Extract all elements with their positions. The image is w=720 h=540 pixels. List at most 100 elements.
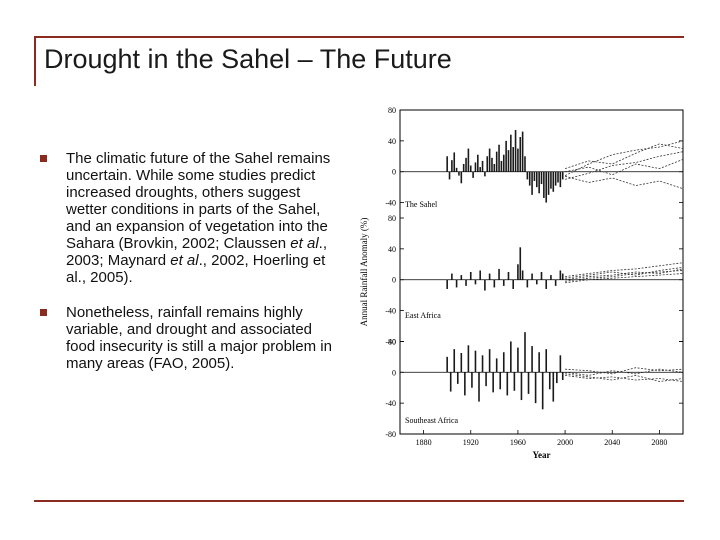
y-tick-label: -40 bbox=[385, 399, 396, 408]
x-tick-label: 1920 bbox=[463, 438, 479, 447]
observed-bar bbox=[469, 165, 472, 172]
x-tick-label: 1960 bbox=[510, 438, 526, 447]
observed-bar bbox=[481, 160, 484, 172]
observed-bar bbox=[534, 372, 537, 404]
bullet-text-segment: ., 2002, Hoerling et al., 2005). bbox=[66, 252, 326, 286]
observed-bar bbox=[550, 171, 552, 189]
y-axis-label: Annual Rainfall Anomaly (%) bbox=[359, 218, 369, 327]
observed-bar bbox=[492, 372, 494, 393]
observed-bar bbox=[448, 171, 451, 180]
observed-bar bbox=[495, 151, 498, 172]
observed-bar bbox=[543, 171, 545, 198]
observed-bar bbox=[502, 279, 505, 286]
bullet-list: The climatic future of the Sahel remains… bbox=[40, 150, 340, 390]
projection-line bbox=[565, 367, 684, 375]
observed-bar bbox=[505, 140, 507, 172]
observed-bar bbox=[502, 352, 505, 373]
observed-bar bbox=[456, 372, 459, 384]
rainfall-anomaly-chart: 80 40 0 -40 The Sahel 80 40 0 -40 -80 East Africa 4… bbox=[359, 106, 684, 460]
projection-line bbox=[565, 273, 684, 284]
observed-bar bbox=[517, 264, 519, 280]
observed-bar bbox=[556, 372, 558, 384]
plot-frame bbox=[399, 109, 684, 435]
observed-bar bbox=[512, 147, 514, 172]
panel-label: Southeast Africa bbox=[405, 416, 459, 425]
observed-bar bbox=[479, 270, 481, 280]
projection-line bbox=[564, 143, 684, 169]
x-tick-label: 2040 bbox=[604, 438, 620, 447]
observed-bar bbox=[477, 154, 479, 172]
x-axis-label: Year bbox=[533, 450, 551, 460]
observed-bar bbox=[469, 272, 472, 280]
observed-bar bbox=[499, 372, 502, 390]
observed-bar bbox=[561, 372, 564, 380]
panel-label: East Africa bbox=[405, 311, 441, 320]
observed-bar bbox=[493, 279, 496, 288]
observed-bar bbox=[535, 171, 538, 188]
observed-bar bbox=[524, 332, 526, 373]
observed-bar bbox=[545, 171, 548, 203]
observed-bar bbox=[513, 372, 516, 391]
observed-bar bbox=[559, 270, 562, 280]
panel-label: The Sahel bbox=[405, 200, 438, 209]
observed-bar bbox=[548, 372, 551, 390]
observed-bar bbox=[488, 349, 491, 373]
observed-bar bbox=[465, 157, 467, 172]
observed-bar bbox=[498, 268, 500, 280]
observed-bar bbox=[467, 148, 470, 172]
observed-bar bbox=[547, 171, 550, 195]
observed-bar bbox=[533, 171, 536, 181]
y-tick-label: -40 bbox=[385, 199, 396, 208]
observed-bar bbox=[510, 341, 512, 373]
observed-bar bbox=[451, 273, 453, 280]
frame-left-rule bbox=[34, 36, 36, 86]
projection-line bbox=[565, 159, 684, 176]
y-tick-label: 0 bbox=[392, 276, 396, 285]
observed-bar bbox=[507, 150, 510, 172]
observed-bar bbox=[455, 279, 458, 288]
frame-top-rule bbox=[34, 36, 684, 38]
observed-bar bbox=[488, 273, 491, 280]
rainfall-anomaly-figure: 80 40 0 -40 The Sahel 80 40 0 -40 -80 East Africa 4… bbox=[355, 105, 700, 470]
observed-bar bbox=[485, 372, 487, 387]
observed-bar bbox=[455, 167, 458, 172]
observed-bar bbox=[500, 160, 503, 172]
y-tick-label: 0 bbox=[392, 168, 396, 177]
observed-bar bbox=[460, 171, 463, 184]
observed-bar bbox=[524, 156, 526, 172]
observed-bar bbox=[531, 346, 533, 373]
projection-line bbox=[565, 373, 684, 382]
observed-bar bbox=[474, 350, 477, 373]
bullet-text-segment: et al bbox=[170, 252, 199, 269]
observed-bar bbox=[540, 272, 543, 280]
observed-bar bbox=[554, 279, 557, 286]
observed-bar bbox=[493, 164, 496, 172]
observed-bar bbox=[495, 358, 498, 373]
projection-line bbox=[565, 270, 684, 282]
slide-title: Drought in the Sahel – The Future bbox=[44, 44, 452, 74]
observed-bar bbox=[498, 144, 500, 172]
observed-bar bbox=[514, 130, 517, 172]
y-tick-label: 40 bbox=[388, 337, 396, 346]
y-tick-label: -80 bbox=[385, 337, 396, 346]
observed-bar bbox=[449, 372, 452, 392]
x-tick-label: 1880 bbox=[416, 438, 432, 447]
y-tick-label: -40 bbox=[385, 307, 396, 316]
observed-bar bbox=[502, 154, 505, 172]
observed-bar bbox=[507, 272, 510, 280]
observed-bar bbox=[557, 171, 559, 183]
y-tick-label: 0 bbox=[392, 368, 396, 377]
observed-bar bbox=[538, 352, 540, 373]
observed-bar bbox=[460, 275, 463, 280]
observed-bar bbox=[464, 372, 466, 396]
observed-bar bbox=[491, 157, 493, 172]
bullet-text-segment: Nonetheless, rainfall remains highly var… bbox=[66, 304, 332, 372]
observed-bar bbox=[519, 137, 522, 172]
observed-bar bbox=[526, 171, 529, 180]
y-tick-label: 40 bbox=[388, 137, 396, 146]
observed-bar bbox=[559, 355, 562, 373]
square-bullet-icon bbox=[40, 155, 47, 162]
square-bullet-icon bbox=[40, 309, 47, 316]
observed-bar bbox=[545, 349, 548, 373]
bullet-item: Nonetheless, rainfall remains highly var… bbox=[40, 304, 340, 372]
